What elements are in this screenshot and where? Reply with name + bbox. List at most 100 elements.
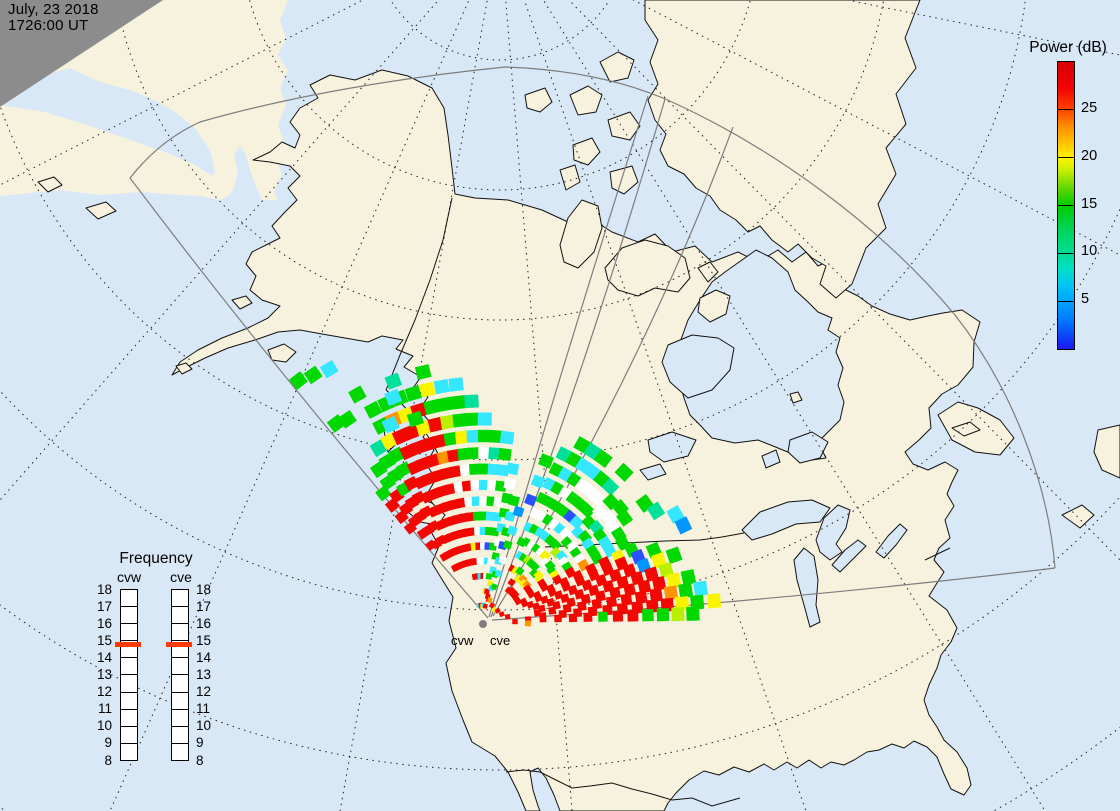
backscatter-cell <box>465 412 480 427</box>
backscatter-cell <box>623 583 637 597</box>
backscatter-cell <box>477 429 492 443</box>
backscatter-cell <box>496 464 510 477</box>
frequency-scale-value-left: 16 <box>96 615 112 631</box>
graticule-parallel <box>389 0 611 61</box>
backscatter-cell <box>651 576 667 592</box>
great-slave-lake <box>647 431 697 463</box>
backscatter-cells <box>288 360 722 627</box>
colorbar-segment-line <box>1058 300 1074 302</box>
backscatter-cell <box>487 463 500 476</box>
frequency-ladder-cell <box>172 624 188 642</box>
backscatter-cell <box>627 609 639 622</box>
backscatter-cell <box>598 611 608 622</box>
backscatter-cell <box>512 505 525 518</box>
frequency-scale-value-left: 15 <box>96 632 112 648</box>
frequency-ladder-cell <box>172 675 188 693</box>
backscatter-cell <box>656 608 670 622</box>
backscatter-cell <box>529 561 540 572</box>
colorbar-tick-label: 5 <box>1081 291 1090 308</box>
backscatter-cell <box>533 609 542 617</box>
frequency-scale-value-left: 8 <box>104 752 112 768</box>
backscatter-cell <box>414 364 432 381</box>
backscatter-cell <box>568 613 578 623</box>
backscatter-cell <box>488 447 502 460</box>
backscatter-cell <box>507 495 521 507</box>
backscatter-cell <box>433 378 450 395</box>
station-label-cvw: cvw <box>451 633 474 648</box>
backscatter-cell <box>658 562 674 579</box>
backscatter-cell <box>594 590 607 602</box>
frequency-panel-title: Frequency <box>119 550 193 567</box>
backscatter-cell <box>514 597 522 606</box>
islands <box>37 0 1120 529</box>
backscatter-cell <box>469 463 481 475</box>
backscatter-cell <box>675 596 690 612</box>
colorbar-tick-label: 15 <box>1081 195 1098 212</box>
backscatter-cell <box>452 413 468 428</box>
colorbar-tick-label: 10 <box>1081 243 1098 260</box>
lake-michigan <box>793 547 821 628</box>
backscatter-cell <box>467 447 481 460</box>
frequency-scale-value-right: 15 <box>196 632 212 648</box>
colorbar-tick-label: 20 <box>1081 147 1098 164</box>
backscatter-cell <box>466 429 481 443</box>
frequency-ladder-cell <box>172 727 188 744</box>
backscatter-cell <box>484 588 490 595</box>
frequency-ladder-cell <box>121 675 137 693</box>
frequency-column-label-cve: cve <box>170 569 192 585</box>
backscatter-cell <box>319 360 339 379</box>
lake-erie <box>831 539 867 573</box>
backscatter-cell <box>512 618 518 625</box>
backscatter-cell <box>634 590 648 605</box>
frequency-scale-value-right: 9 <box>196 735 204 751</box>
frequency-ladder-cell <box>172 693 188 710</box>
frequency-ladder-cell <box>121 590 137 608</box>
us-mexico-border <box>505 769 741 807</box>
backscatter-cell <box>530 474 546 489</box>
backscatter-cell <box>663 585 679 601</box>
frequency-scale-value-right: 17 <box>196 598 212 614</box>
backscatter-cell <box>427 416 445 433</box>
frequency-scale-value-left: 18 <box>96 581 112 597</box>
fov-far-range-arc <box>129 66 1056 569</box>
backscatter-cell <box>539 549 551 562</box>
backscatter-cell <box>504 613 511 620</box>
graticule-meridian <box>632 0 1120 256</box>
backscatter-cell <box>443 431 459 447</box>
backscatter-cell <box>612 610 624 622</box>
frequency-scale-value-left: 12 <box>96 684 112 700</box>
backscatter-cell <box>524 620 532 627</box>
backscatter-cell <box>620 593 633 606</box>
backscatter-cell <box>490 583 498 591</box>
colorbar-segment-line <box>1058 205 1074 206</box>
backscatter-cell <box>498 555 508 565</box>
backscatter-cell <box>507 525 518 536</box>
backscatter-cell <box>504 510 516 522</box>
backscatter-cell <box>448 377 464 392</box>
backscatter-cell <box>464 394 479 409</box>
backscatter-cell <box>558 527 573 541</box>
timestamp: July, 23 2018 1726:00 UT <box>8 2 99 34</box>
belcher-island <box>789 391 803 404</box>
backscatter-cell <box>680 569 697 586</box>
backscatter-cell <box>478 463 491 475</box>
backscatter-cell <box>649 587 663 603</box>
backscatter-cell <box>503 477 516 490</box>
backscatter-cell <box>406 410 425 428</box>
backscatter-cell <box>498 611 505 618</box>
backscatter-cell <box>404 385 422 402</box>
backscatter-cell <box>363 400 383 419</box>
backscatter-cell <box>539 582 550 592</box>
colorbar-segment-line <box>1058 252 1074 254</box>
frequency-ladder-cell <box>172 641 188 659</box>
backscatter-cell <box>520 599 529 608</box>
backscatter-cell <box>518 574 528 584</box>
backscatter-cell <box>616 509 634 527</box>
backscatter-cell <box>707 593 722 609</box>
backscatter-cell <box>540 595 549 605</box>
time-text: 1726:00 UT <box>8 17 89 34</box>
cvw-fov-left-edge <box>129 177 489 619</box>
frequency-ladder-cell <box>121 658 137 676</box>
frequency-ladder-cell <box>121 710 137 727</box>
